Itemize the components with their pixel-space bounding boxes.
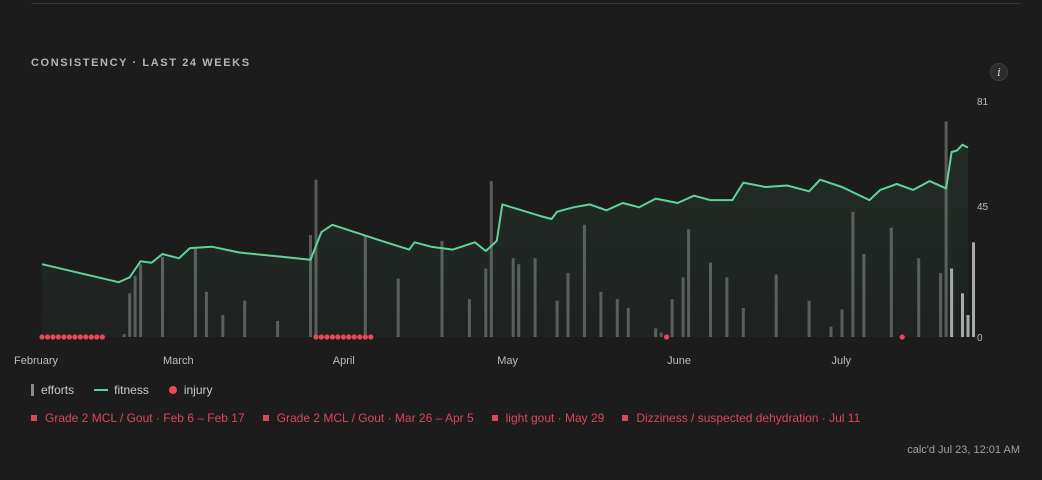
fitness-line[interactable] (41, 143, 969, 284)
chart-legend: efforts fitness injury (31, 383, 233, 397)
injury-dot[interactable] (39, 334, 45, 340)
injury-dot[interactable] (61, 334, 67, 340)
y-tick-label: 81 (977, 97, 989, 108)
injury-dot[interactable] (66, 334, 72, 340)
injury-square-icon (622, 415, 629, 421)
injury-dot[interactable] (94, 334, 100, 340)
injury-item[interactable]: Grade 2 MCL / Gout · Mar 26 – Apr 5 (262, 411, 474, 425)
legend-label-injury: injury (183, 383, 213, 397)
panel-title: CONSISTENCY · LAST 24 WEEKS (31, 57, 251, 69)
injury-item[interactable]: Dizziness / suspected dehydration · Jul … (622, 411, 860, 425)
info-button[interactable]: i (990, 63, 1008, 81)
y-tick-label: 0 (977, 333, 983, 344)
injury-dot[interactable] (368, 334, 374, 340)
info-icon: i (997, 66, 1001, 79)
injury-dot[interactable] (77, 334, 83, 340)
legend-label-fitness: fitness (114, 383, 149, 397)
y-tick-label: 45 (977, 202, 989, 213)
injury-dot[interactable] (351, 334, 357, 340)
fitness-area (42, 144, 968, 337)
injury-dot[interactable] (318, 334, 324, 340)
injury-dot[interactable] (357, 334, 363, 340)
injury-dot[interactable] (313, 334, 319, 340)
top-divider (31, 3, 1021, 4)
injury-dot[interactable] (346, 334, 352, 340)
injury-label: light gout · May 29 (505, 411, 605, 425)
injury-dot[interactable] (55, 334, 62, 340)
x-tick-label: April (333, 355, 355, 367)
injury-dot[interactable] (50, 334, 56, 340)
fitness-swatch (94, 389, 109, 391)
injury-square-icon (491, 415, 498, 421)
injury-dot[interactable] (324, 334, 330, 340)
injury-markers (39, 334, 905, 340)
injury-dot[interactable] (44, 334, 51, 340)
fitness-series (41, 143, 969, 284)
x-tick-label: July (832, 355, 852, 367)
injury-dot[interactable] (362, 334, 368, 340)
injury-label: Grade 2 MCL / Gout · Mar 26 – Apr 5 (276, 411, 474, 425)
legend-item-efforts[interactable]: efforts (31, 383, 74, 397)
effort-bar[interactable] (972, 242, 975, 337)
injury-swatch (168, 386, 177, 394)
injury-item[interactable]: light gout · May 29 (491, 411, 605, 425)
y-axis-ticks: 0 45 81 (977, 97, 989, 344)
consistency-chart: February March April May June July 0 45 81 (14, 97, 989, 367)
legend-item-fitness[interactable]: fitness (94, 383, 149, 397)
injury-dot[interactable] (88, 334, 94, 340)
efforts-swatch (31, 384, 34, 396)
x-tick-label: February (14, 355, 59, 367)
injury-dot[interactable] (83, 334, 89, 340)
injury-dot[interactable] (72, 334, 78, 340)
fitness-area-fill (42, 144, 968, 337)
legend-item-injury[interactable]: injury (168, 383, 213, 397)
injury-label: Grade 2 MCL / Gout · Feb 6 – Feb 17 (45, 411, 245, 425)
injury-dot[interactable] (340, 334, 346, 340)
x-axis-ticks: February March April May June July (14, 355, 852, 367)
injury-dot[interactable] (329, 334, 335, 340)
injury-dot[interactable] (664, 334, 670, 340)
injury-dot[interactable] (899, 334, 905, 340)
injury-dot[interactable] (335, 334, 341, 340)
injury-item[interactable]: Grade 2 MCL / Gout · Feb 6 – Feb 17 (31, 411, 245, 425)
calc-timestamp: calc'd Jul 23, 12:01 AM (907, 444, 1020, 456)
legend-label-efforts: efforts (41, 383, 75, 397)
injury-list: Grade 2 MCL / Gout · Feb 6 – Feb 17 Grad… (31, 411, 878, 425)
injury-dot[interactable] (99, 334, 105, 340)
injury-square-icon (262, 415, 269, 421)
x-tick-label: May (497, 355, 518, 367)
x-tick-label: June (667, 355, 691, 367)
x-tick-label: March (163, 355, 194, 367)
injury-label: Dizziness / suspected dehydration · Jul … (636, 411, 861, 425)
injury-square-icon (31, 415, 37, 421)
